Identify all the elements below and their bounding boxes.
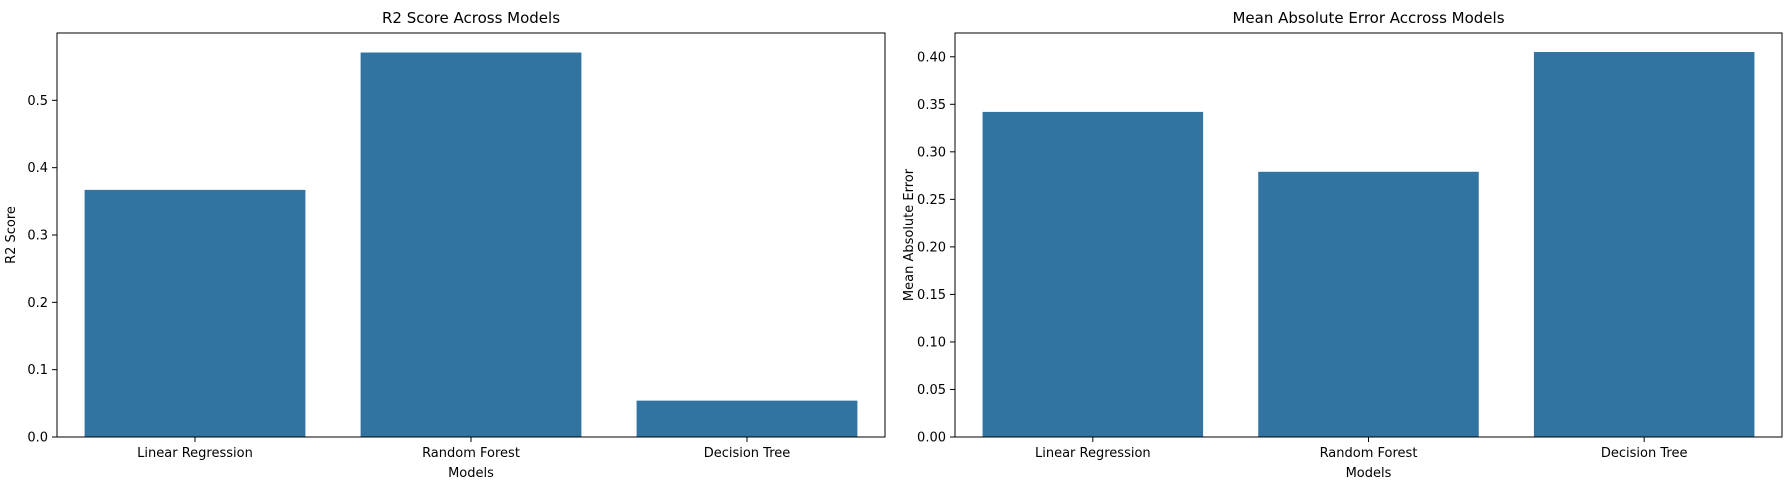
bar xyxy=(982,111,1204,437)
x-tick-label: Linear Regression xyxy=(137,446,253,461)
y-tick-label: 0.5 xyxy=(27,94,48,109)
bar xyxy=(84,189,306,437)
x-axis-label: Models xyxy=(1346,466,1392,481)
x-tick-label: Random Forest xyxy=(1320,446,1418,461)
y-tick-label: 0.15 xyxy=(917,288,946,303)
mae-chart: Mean Absolute Error Accross Models Model… xyxy=(902,9,1783,481)
x-tick-label: Linear Regression xyxy=(1035,446,1151,461)
y-tick-label: 0.2 xyxy=(27,296,48,311)
y-tick-label: 0.40 xyxy=(917,50,946,65)
x-tick-label: Decision Tree xyxy=(1601,446,1688,461)
x-tick-label: Random Forest xyxy=(422,446,520,461)
chart-title: Mean Absolute Error Accross Models xyxy=(1232,9,1504,27)
plot-marks: Linear Regression Random Forest Decision T… xyxy=(27,52,858,461)
bar xyxy=(1258,171,1479,437)
y-tick-label: 0.1 xyxy=(27,363,48,378)
plot-frame xyxy=(56,32,886,438)
plot-frame xyxy=(954,32,1783,438)
y-tick-label: 0.20 xyxy=(917,240,946,255)
chart-title: R2 Score Across Models xyxy=(382,9,560,27)
y-tick-label: 0.00 xyxy=(917,431,946,446)
y-tick-label: 0.0 xyxy=(27,431,48,446)
x-axis-label: Models xyxy=(448,466,494,481)
bar xyxy=(1533,52,1755,437)
y-axis-label: Mean Absolute Error xyxy=(902,168,917,301)
r2-score-chart: R2 Score Across Models Models R2 Score L… xyxy=(4,9,886,481)
y-tick-label: 0.30 xyxy=(917,145,946,160)
y-tick-label: 0.3 xyxy=(27,229,48,244)
y-tick-label: 0.25 xyxy=(917,193,946,208)
y-tick-label: 0.10 xyxy=(917,335,946,350)
bar xyxy=(360,52,582,437)
y-axis-label: R2 Score xyxy=(4,206,19,264)
plot-marks: Linear Regression Random Forest Decision T… xyxy=(917,50,1755,461)
y-tick-label: 0.05 xyxy=(917,383,946,398)
x-tick-label: Decision Tree xyxy=(704,446,791,461)
y-tick-label: 0.4 xyxy=(27,161,48,176)
bar xyxy=(636,400,858,437)
y-tick-label: 0.35 xyxy=(917,98,946,113)
